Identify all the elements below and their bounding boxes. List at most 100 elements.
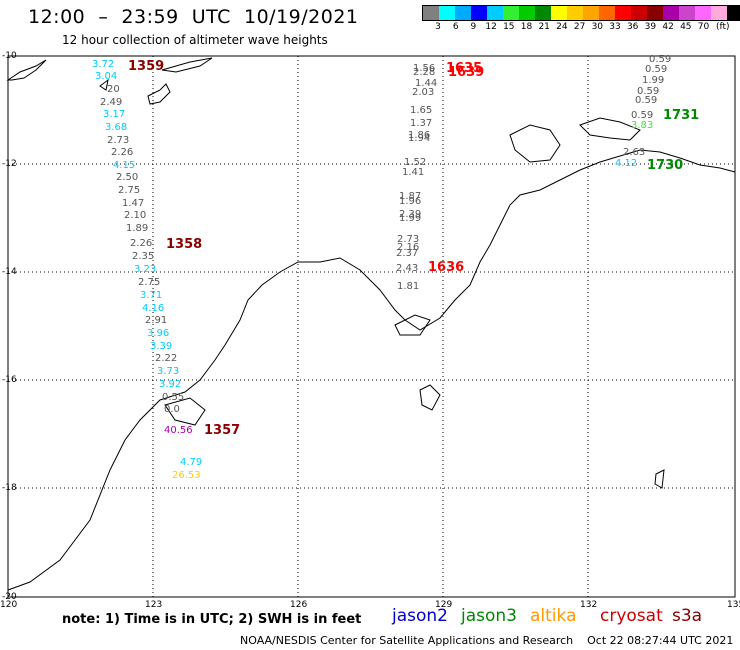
wave-height-value: 1.86 xyxy=(408,130,430,141)
legend-swatch xyxy=(439,6,455,20)
wave-height-value: 1.99 xyxy=(642,75,664,86)
wave-height-value: 2.75 xyxy=(118,185,140,196)
legend-swatch xyxy=(679,6,695,20)
legend-tick: 30 xyxy=(591,22,604,32)
wave-height-value: 3.04 xyxy=(95,71,117,82)
wave-height-value: 2.16 xyxy=(397,242,419,253)
wave-height-value: 3.73 xyxy=(157,366,179,377)
wave-height-value: 4.15 xyxy=(113,160,135,171)
track-time-label: 1358 xyxy=(166,237,202,252)
wave-height-value: 3.39 xyxy=(150,341,172,352)
legend-tick: 3 xyxy=(435,22,441,32)
wave-height-value: 1.41 xyxy=(402,167,424,178)
legend-tick: 39 xyxy=(644,22,657,32)
timor-island xyxy=(6,59,47,81)
legend-swatch xyxy=(567,6,583,20)
island-small-2 xyxy=(654,469,665,489)
wave-height-value: 4.12 xyxy=(615,158,637,169)
wave-height-value: 40.56 xyxy=(164,425,193,436)
legend-tick: 15 xyxy=(503,22,515,32)
wave-height-value: 1.52 xyxy=(404,157,426,168)
track-time-label: 1730 xyxy=(647,158,683,173)
track-time-label: 1731 xyxy=(663,108,699,123)
wave-height-value: 2.10 xyxy=(124,210,146,221)
wave-height-value: 2.75 xyxy=(138,277,160,288)
wave-height-value: 2.37 xyxy=(396,248,418,259)
wave-height-value: 3.83 xyxy=(631,120,653,131)
wave-height-value: 2.35 xyxy=(132,251,154,262)
wave-height-value: 3.92 xyxy=(159,379,181,390)
legend-tick: 18 xyxy=(520,22,533,32)
legend-tick: 45 xyxy=(680,22,692,32)
wave-height-value: 3.68 xyxy=(105,122,127,133)
legend-swatch xyxy=(631,6,647,20)
wave-height-value: 0.59 xyxy=(649,54,671,65)
wave-height-value: 2.73 xyxy=(107,135,129,146)
lon-label: 129 xyxy=(435,600,453,610)
lon-label: 123 xyxy=(145,600,163,610)
chart-subtitle: 12 hour collection of altimeter wave hei… xyxy=(62,33,328,47)
legend-swatch xyxy=(599,6,615,20)
legend-swatch xyxy=(503,6,519,20)
legend-tick: 33 xyxy=(609,22,621,32)
wave-height-value: 2.50 xyxy=(116,172,138,183)
lat-label: -12 xyxy=(2,159,17,169)
lat-label: -10 xyxy=(2,51,17,61)
australia-coast xyxy=(7,149,736,591)
chart-title: 12:00 – 23:59 UTC 10/19/2021 xyxy=(28,6,359,28)
wetar-island xyxy=(147,83,171,105)
lon-label: 132 xyxy=(580,600,598,610)
wave-height-value: 1.96 xyxy=(399,196,421,207)
satellite-legend-cryosat: cryosat xyxy=(600,606,663,626)
wave-height-value: 2.91 xyxy=(145,315,167,326)
legend-swatch xyxy=(583,6,599,20)
wave-height-value: 26.53 xyxy=(172,470,201,481)
wave-height-value: 0.59 xyxy=(635,95,657,106)
island-north xyxy=(161,57,213,73)
lat-label: -20 xyxy=(2,592,17,602)
wave-height-value: 2.28 xyxy=(413,67,435,78)
wave-height-value: 1.81 xyxy=(397,281,419,292)
wave-height-value: 2.39 xyxy=(399,209,421,220)
wave-height-value: 2.03 xyxy=(412,87,434,98)
legend-swatch xyxy=(663,6,679,20)
island-small-1 xyxy=(419,384,441,411)
track-time-label: 1357 xyxy=(204,423,240,438)
wave-height-value: 2.26 xyxy=(111,147,133,158)
wave-height-value: 2.73 xyxy=(397,234,419,245)
legend-swatch xyxy=(615,6,631,20)
satellite-legend-jason3: jason3 xyxy=(461,606,517,626)
track-time-label: 1359 xyxy=(128,59,164,74)
footnote: note: 1) Time is in UTC; 2) SWH is in fe… xyxy=(62,612,362,627)
wave-height-value: 1.65 xyxy=(410,105,432,116)
legend-swatch xyxy=(711,6,727,20)
small-island xyxy=(99,78,109,91)
legend-swatch xyxy=(487,6,503,20)
wave-height-value: 3.71 xyxy=(140,290,162,301)
legend-tick: 6 xyxy=(452,22,459,32)
island-ne xyxy=(579,117,641,141)
wave-height-value: 3.72 xyxy=(92,59,114,70)
wave-height-value: 1.89 xyxy=(126,223,148,234)
wave-height-value: 2.22 xyxy=(155,353,177,364)
lon-label: 120 xyxy=(0,600,18,610)
track-time-label: 1636 xyxy=(428,260,464,275)
lon-label: 135 xyxy=(727,600,740,610)
legend-swatch xyxy=(423,6,439,20)
legend-tick: 70 xyxy=(697,22,710,32)
legend-unit: (ft) xyxy=(716,22,730,32)
legend-tick: 12 xyxy=(485,22,497,32)
legend-swatch xyxy=(455,6,471,20)
legend-swatch xyxy=(647,6,663,20)
wave-height-value: 1.56 xyxy=(413,63,435,74)
cape-island xyxy=(509,124,561,163)
legend-swatch xyxy=(535,6,551,20)
legend-tick: 42 xyxy=(662,22,674,32)
color-legend-bar xyxy=(422,5,740,21)
legend-swatch xyxy=(551,6,567,20)
wave-height-value: 1.44 xyxy=(415,78,437,89)
wave-height-value: 0.59 xyxy=(631,110,653,121)
wave-height-value: 2.63 xyxy=(623,147,645,158)
coastline xyxy=(6,57,736,591)
